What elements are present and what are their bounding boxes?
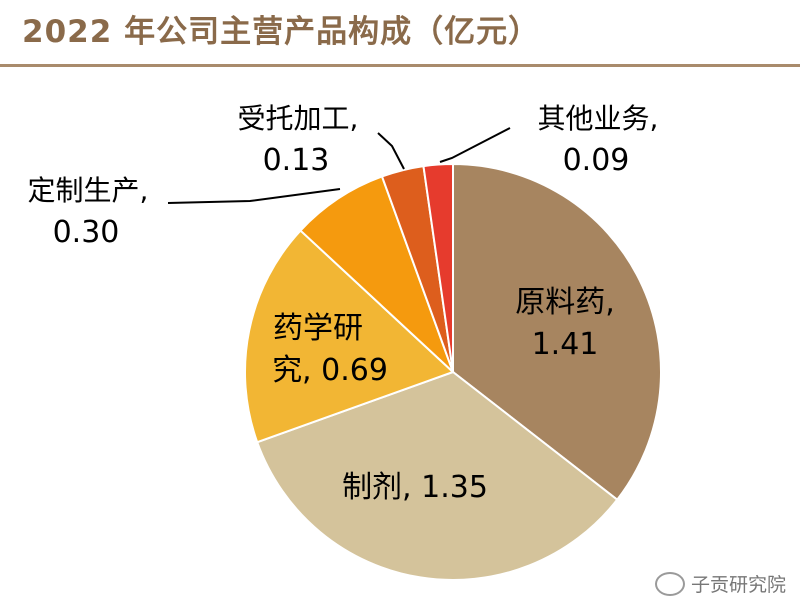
- slice-value-custom: 0.30: [53, 215, 120, 250]
- watermark-text: 子贡研究院: [690, 574, 786, 596]
- chart-title: 2022 年公司主营产品构成（亿元）: [22, 14, 541, 50]
- pie-slice-1: [255, 370, 619, 581]
- watermark: 子贡研究院: [654, 570, 786, 597]
- title-divider: [0, 64, 800, 67]
- slice-label-api: 原料药,: [515, 285, 615, 320]
- slice-value-other: 0.09: [563, 143, 630, 178]
- pie-slice-0: [452, 162, 662, 502]
- slice-label-formulation: 制剂, 1.35: [342, 470, 488, 505]
- slice-label-other: 其他业务,: [538, 102, 659, 135]
- wechat-icon: [654, 571, 685, 596]
- leader-line-custom: [167, 188, 341, 204]
- slice-value-api: 1.41: [532, 327, 599, 362]
- slice-label-research-1: 药学研: [273, 311, 363, 346]
- pie-slice-2: [243, 229, 455, 444]
- slice-label-research-2: 究, 0.69: [272, 353, 388, 388]
- leader-line-other: [439, 127, 511, 163]
- pie-slice-3: [299, 175, 454, 373]
- slice-label-entrusted: 受托加工,: [238, 102, 359, 135]
- slice-value-entrusted: 0.13: [263, 143, 330, 178]
- leader-line-entrusted: [377, 132, 405, 170]
- slice-label-custom: 定制生产,: [28, 174, 149, 207]
- pie-slice-5: [422, 162, 454, 373]
